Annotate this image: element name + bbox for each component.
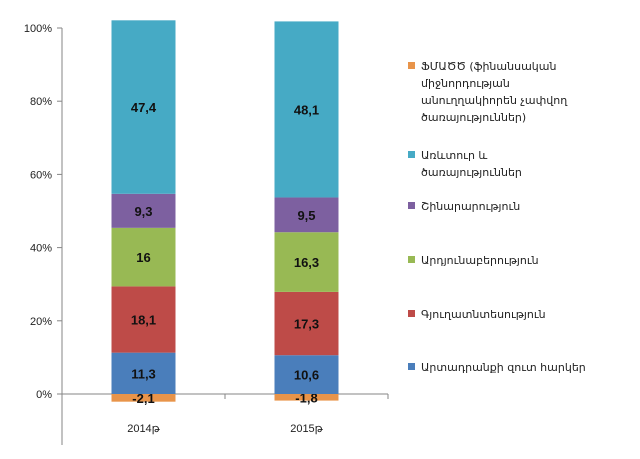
data-label: 10,6 — [294, 368, 319, 383]
bar-segment — [274, 197, 339, 233]
legend-label: ՖՄԱԾԾ (ֆինանսական միջնորդության անուղղակիո… — [421, 60, 568, 124]
data-label: 47,4 — [131, 100, 157, 115]
legend-label: Գյուղատնտեսություն — [421, 308, 546, 321]
data-label: 18,1 — [131, 313, 156, 328]
bar-segment — [274, 21, 339, 198]
data-label: -1,8 — [295, 390, 317, 405]
legend-swatch — [408, 363, 415, 370]
bar-segment — [111, 193, 176, 228]
bar-segment — [111, 352, 176, 394]
data-label: 16,3 — [294, 255, 319, 270]
legend: ՖՄԱԾԾ (ֆինանսական միջնորդության անուղղակիո… — [408, 60, 586, 374]
x-tick-label: 2015թ — [290, 423, 323, 435]
bar-segment — [274, 355, 339, 394]
y-tick-label: 100% — [24, 23, 52, 35]
y-tick-label: 40% — [30, 243, 52, 255]
bar-segment — [274, 232, 339, 292]
legend-label: Արդյունաբերություն — [421, 254, 539, 267]
legend-swatch — [408, 310, 415, 317]
legend-label: Արտադրանքի զուտ հարկեր — [421, 361, 586, 374]
bars: -2,1 11,3 18,1 16 9,3 47,4 -1,8 10,6 17,3 16,3 9,5… — [111, 20, 339, 406]
bar-segment — [111, 227, 176, 287]
data-label: 48,1 — [294, 102, 319, 117]
x-tick-label: 2014թ — [127, 423, 160, 435]
y-tick-label: 20% — [30, 316, 52, 328]
data-label: 9,5 — [297, 208, 315, 223]
legend-swatch — [408, 151, 415, 158]
legend-label: Առևտուր և ծառայություններ — [421, 149, 522, 179]
bar-segment — [111, 286, 176, 353]
y-tick-label: 0% — [36, 389, 52, 401]
data-label: 11,3 — [131, 366, 156, 381]
axes: 0% 20% 40% 60% 80% 100% 2014թ 2015թ — [24, 23, 389, 445]
data-label: 16 — [136, 250, 150, 265]
data-label: 9,3 — [134, 204, 152, 219]
bar-segment — [111, 20, 176, 194]
legend-label: Շինարարություն — [421, 200, 520, 213]
legend-swatch — [408, 256, 415, 263]
data-label: 17,3 — [294, 317, 319, 332]
bar-segment — [274, 394, 339, 401]
bar-segment — [274, 291, 339, 356]
y-tick-label: 60% — [30, 169, 52, 181]
bar-segment — [111, 394, 176, 402]
data-label: -2,1 — [132, 391, 154, 406]
y-tick-label: 80% — [30, 96, 52, 108]
legend-swatch — [408, 62, 415, 69]
legend-swatch — [408, 202, 415, 209]
